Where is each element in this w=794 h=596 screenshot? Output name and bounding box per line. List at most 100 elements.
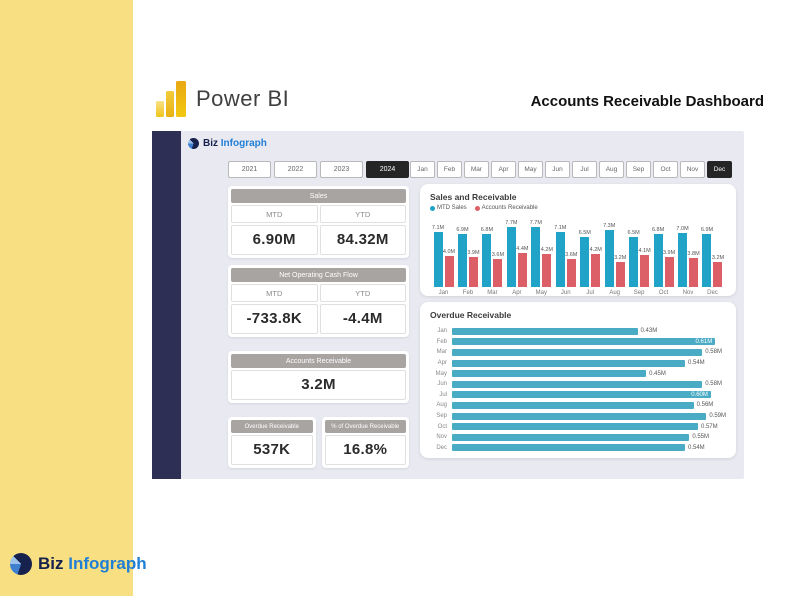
overdue-bar-nov[interactable] [452,433,690,441]
accounts-receivable-bar-jan[interactable] [444,256,454,287]
mtd-sales-bar-jan[interactable] [433,231,443,287]
mtd-sales-bar-mar[interactable] [482,234,492,287]
hbar-value-label: 0.54M [688,360,705,367]
overdue-bar-may[interactable] [452,370,647,378]
mtd-sales-bar-sep[interactable] [629,236,639,287]
accounts-receivable-bar-may[interactable] [542,254,552,287]
hbar-value-label: 0.55M [692,434,709,441]
month-button-may[interactable]: May [518,161,543,178]
accounts-receivable-bar-nov[interactable] [689,257,699,287]
overdue-receivable-chart-card: Overdue Receivable Jan 0.43M Feb 0.61M Mar 0.… [420,302,736,458]
accounts-receivable-bar-dec[interactable] [713,262,723,287]
mtd-sales-bar-jul[interactable] [580,236,590,287]
mtd-sales-bar-oct[interactable] [653,234,663,287]
accounts-receivable-bar-jul[interactable] [591,254,601,287]
month-button-nov[interactable]: Nov [680,161,705,178]
kpi-sales-mtd-label: MTD [231,205,318,223]
accounts-receivable-bar-aug[interactable] [615,262,625,287]
hbar-row-feb: Feb 0.61M [430,337,726,348]
month-button-mar[interactable]: Mar [464,161,489,178]
year-button-2023[interactable]: 2023 [320,161,363,178]
bar-value-label: 6.5M [627,229,640,236]
accounts-receivable-bar-jun[interactable] [566,259,576,287]
y-axis-label: Jan [437,328,447,335]
overdue-bar-jan[interactable] [452,327,638,335]
mtd-sales-bar-jun[interactable] [555,231,565,287]
month-button-aug[interactable]: Aug [599,161,624,178]
x-axis-label: Jul [586,290,595,296]
column-group-jan: 7.1M 4.0M Jan [432,215,455,296]
accounts-receivable-bar-oct[interactable] [664,256,674,287]
bar-value-label: 3.9M [467,249,480,256]
month-button-oct[interactable]: Oct [653,161,678,178]
bar-value-label: 6.8M [480,227,494,234]
mtd-sales-bar-nov[interactable] [678,232,688,287]
bar-value-label: 3.6M [491,252,505,259]
overdue-bar-apr[interactable] [452,359,685,367]
overdue-bar-jul[interactable]: 0.60M [452,391,711,399]
overdue-bar-mar[interactable] [452,348,703,356]
accounts-receivable-bar-apr[interactable] [517,252,527,287]
bar-value-label: 7.0M [676,225,689,232]
mtd-sales-bar-apr[interactable] [506,227,516,287]
kpi-column: Sales MTD 6.90M YTD 84.32M Net Operating… [228,186,409,468]
accounts-receivable-bar-feb[interactable] [468,256,478,287]
overdue-bar-aug[interactable] [452,401,694,409]
bar-value-label: 6.9M [456,226,469,233]
mtd-sales-bar-may[interactable] [531,227,541,287]
bar-value-label: 6.5M [578,229,591,236]
y-axis-label: Sep [436,413,447,420]
kpi-cashflow-title: Net Operating Cash Flow [231,268,406,282]
kpi-cashflow-ytd-label: YTD [319,284,406,302]
overdue-bar-sep[interactable] [452,412,707,420]
hbar-value-label: 0.45M [649,370,666,377]
x-axis-label: Jan [438,290,449,296]
overdue-bar-dec[interactable] [452,444,685,452]
dashboard-canvas: Biz Infograph 2021 2022 2023 2024 Jan Feb Mar… [152,131,744,479]
month-button-sep[interactable]: Sep [626,161,651,178]
mtd-sales-bar-feb[interactable] [457,233,467,287]
month-button-jun[interactable]: Jun [545,161,570,178]
hbar-value-label: 0.56M [696,402,714,409]
month-button-apr[interactable]: Apr [491,161,516,178]
month-button-jul[interactable]: Jul [572,161,597,178]
overdue-bar-oct[interactable] [452,423,698,431]
month-button-feb[interactable]: Feb [437,161,462,178]
column-group-aug: 7.3M 3.2M Aug [603,215,626,296]
year-button-2021[interactable]: 2021 [228,161,271,178]
y-axis-label: Dec [436,444,447,451]
month-button-dec[interactable]: Dec [707,161,732,178]
kpi-cashflow-mtd-label: MTD [231,284,318,302]
chart1-title: Sales and Receivable [430,192,517,202]
yellow-side-band [0,0,133,596]
x-axis-label: Feb [462,290,474,296]
mtd-sales-bar-aug[interactable] [604,230,614,287]
column-group-jun: 7.1M 3.6M Jun [554,215,577,296]
year-button-2024[interactable]: 2024 [366,161,409,178]
bar-value-label: 6.9M [700,226,714,233]
year-filter-group: 2021 2022 2023 2024 [228,161,409,178]
kpi-sales-ytd-label: YTD [319,205,406,223]
accounts-receivable-bar-mar[interactable] [493,259,503,287]
bar-value-label: 3.2M [711,255,725,262]
overdue-bar-jun[interactable] [452,380,703,388]
bar-value-label: 7.7M [505,220,518,227]
legend-item-accounts-receivable: Accounts Receivable [474,205,538,211]
power-bi-logo-icon [156,81,188,119]
year-button-2022[interactable]: 2022 [274,161,317,178]
month-button-jan[interactable]: Jan [410,161,435,178]
chart2-plot-area: Jan 0.43M Feb 0.61M Mar 0.58M Apr 0.54M May 0.45M… [430,326,726,453]
x-axis-label: Aug [609,290,621,296]
overdue-bar-feb[interactable]: 0.61M [452,338,716,346]
kpi-card-accounts-receivable: Accounts Receivable 3.2M [228,351,409,403]
accounts-receivable-bar-sep[interactable] [640,255,650,287]
kpi-sales-ytd-value: 84.32M [319,225,406,255]
hbar-row-jan: Jan 0.43M [430,326,726,337]
mtd-sales-bar-dec[interactable] [702,233,712,287]
bar-value-label: 7.7M [529,220,542,227]
hbar-row-nov: Nov 0.55M [430,432,726,443]
biz-logo-text: Biz Infograph [203,137,267,149]
column-group-feb: 6.9M 3.9M Feb [456,215,479,296]
legend-dot [430,205,435,211]
bar-value-label: 7.3M [603,223,616,230]
